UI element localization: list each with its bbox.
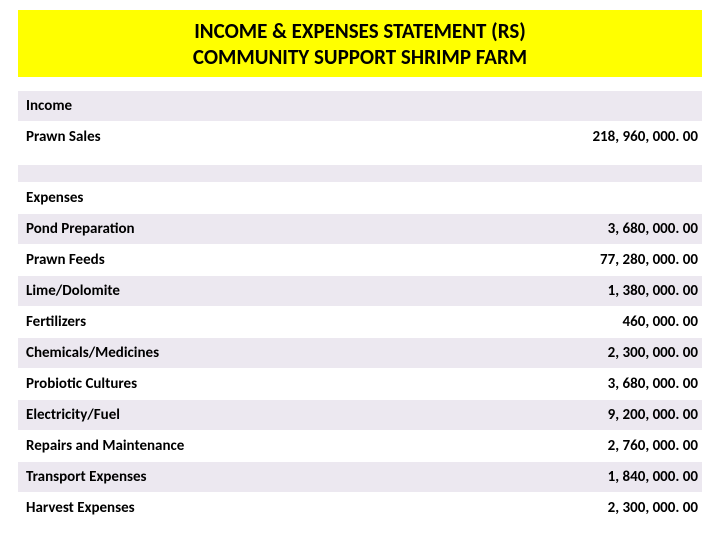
row-value: 3, 680, 000. 00 [469,213,702,244]
table-row: Chemicals/Medicines2, 300, 000. 00 [18,337,702,368]
table-row: Income [18,91,702,122]
table-row: Fertilizers460, 000. 00 [18,306,702,337]
row-label: Chemicals/Medicines [18,337,469,368]
row-label [18,164,469,182]
row-value [469,164,702,182]
row-value: 1, 380, 000. 00 [469,275,702,306]
table-row: Pond Preparation3, 680, 000. 00 [18,213,702,244]
table-row [18,164,702,182]
row-label: Expenses [18,182,469,213]
title-line-2: COMMUNITY SUPPORT SHRIMP FARM [18,44,702,70]
row-value: 77, 280, 000. 00 [469,244,702,275]
row-label: Harvest Expenses [18,492,469,523]
row-value: 3, 680, 000. 00 [469,368,702,399]
row-label: Prawn Feeds [18,244,469,275]
row-value: 218, 960, 000. 00 [469,121,702,152]
title-line-1: INCOME & EXPENSES STATEMENT (RS) [18,18,702,44]
spacer-row [18,152,702,164]
row-value: 1, 840, 000. 00 [469,461,702,492]
spacer-cell [18,152,702,164]
table-row: Probiotic Cultures3, 680, 000. 00 [18,368,702,399]
table-row: Expenses [18,182,702,213]
row-value [469,182,702,213]
title-bar: INCOME & EXPENSES STATEMENT (RS) COMMUNI… [18,10,702,77]
table-row: Prawn Sales218, 960, 000. 00 [18,121,702,152]
row-value: 460, 000. 00 [469,306,702,337]
row-value: 9, 200, 000. 00 [469,399,702,430]
row-label: Electricity/Fuel [18,399,469,430]
row-value: 2, 300, 000. 00 [469,337,702,368]
row-value: 2, 300, 000. 00 [469,492,702,523]
statement-table: IncomePrawn Sales218, 960, 000. 00Expens… [18,91,702,524]
row-label: Repairs and Maintenance [18,430,469,461]
table-row: Prawn Feeds77, 280, 000. 00 [18,244,702,275]
row-label: Pond Preparation [18,213,469,244]
row-value: 2, 760, 000. 00 [469,430,702,461]
row-label: Income [18,91,469,122]
row-label: Probiotic Cultures [18,368,469,399]
table-row: Repairs and Maintenance2, 760, 000. 00 [18,430,702,461]
row-label: Lime/Dolomite [18,275,469,306]
table-row: Lime/Dolomite1, 380, 000. 00 [18,275,702,306]
table-row: Harvest Expenses2, 300, 000. 00 [18,492,702,523]
row-label: Fertilizers [18,306,469,337]
row-label: Transport Expenses [18,461,469,492]
table-row: Electricity/Fuel9, 200, 000. 00 [18,399,702,430]
row-label: Prawn Sales [18,121,469,152]
table-row: Transport Expenses1, 840, 000. 00 [18,461,702,492]
row-value [469,91,702,122]
